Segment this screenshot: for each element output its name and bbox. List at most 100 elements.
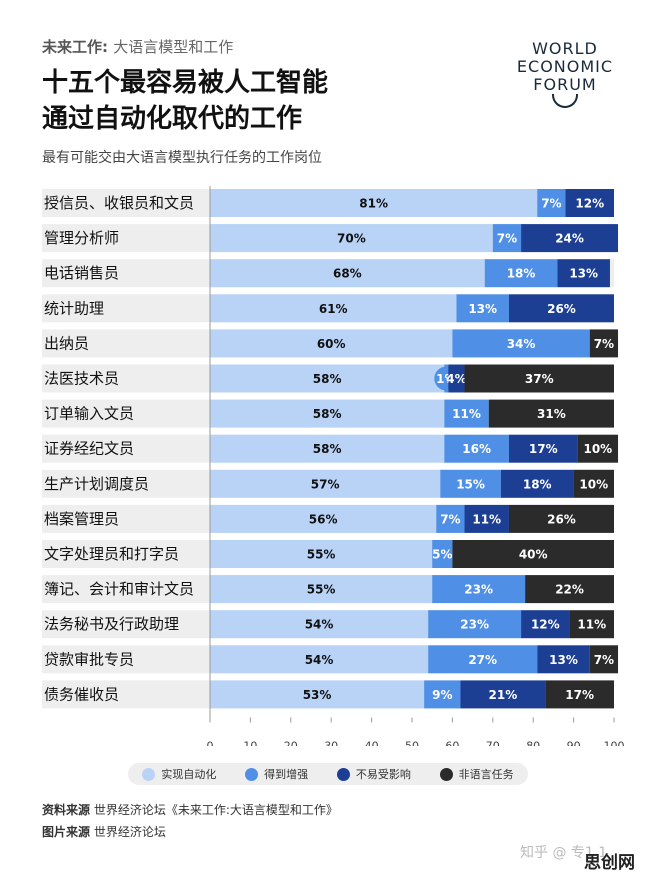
legend-item-non-language: 非语言任务 [439, 766, 514, 782]
page-title: 十五个最容易被人工智能 通过自动化取代的工作 [42, 65, 482, 137]
category-label: 簿记、会计和审计文员 [44, 580, 194, 598]
image-source-label: 图片来源 [42, 825, 91, 839]
legend-item-automation: 实现自动化 [142, 766, 216, 782]
data-label: 58% [313, 372, 342, 386]
bar-segment [436, 504, 465, 533]
image-source-line: 图片来源 世界经济论坛 [42, 821, 338, 843]
bar-segment [210, 399, 445, 428]
bar-segment [537, 189, 566, 217]
data-label: 55% [307, 583, 336, 597]
bar-segment [444, 434, 509, 463]
bar-segment [521, 610, 570, 639]
bar-segment [210, 434, 445, 463]
x-tick-label: 100 [604, 740, 625, 747]
category-label: 授信员、收银员和文员 [44, 194, 194, 212]
data-label: 7% [440, 512, 460, 526]
legend-item-lower-exposure: 不易受影响 [336, 766, 411, 782]
data-label: 16% [462, 442, 491, 456]
data-label: 26% [547, 512, 576, 526]
legend-item-augmentation: 得到增强 [245, 766, 308, 782]
logo-line3-text: FORUM [533, 75, 597, 94]
data-label: 54% [305, 618, 334, 632]
data-label: 7% [541, 197, 561, 211]
bar-segment [210, 259, 485, 288]
x-tick-label: 50 [405, 740, 419, 747]
bar-segment [210, 329, 453, 358]
data-label: 26% [547, 302, 576, 316]
bar-segment [589, 645, 619, 674]
data-label: 58% [313, 442, 342, 456]
bar-segment [440, 469, 501, 498]
series-title: 未来工作: 大语言模型和工作 [42, 36, 482, 57]
data-label: 37% [525, 372, 554, 386]
data-label: 17% [565, 688, 594, 702]
data-label: 13% [569, 267, 598, 281]
category-label: 电话销售员 [44, 264, 119, 282]
logo-line1: WORLD [532, 39, 598, 58]
source-label: 资料来源 [42, 803, 91, 817]
bar-segment [464, 504, 509, 533]
x-tick-label: 60 [445, 740, 459, 747]
category-label: 贷款审批专员 [44, 650, 134, 668]
series-title-label: 未来工作: [42, 38, 108, 56]
legend-swatch-augmentation [245, 767, 259, 781]
bar-segment [488, 399, 614, 428]
bar-segment [448, 364, 465, 393]
category-label: 订单输入文员 [44, 405, 134, 423]
bar-segment [492, 224, 522, 253]
data-label: 11% [452, 407, 481, 421]
bar-segment [210, 645, 429, 674]
x-tick-label: 10 [243, 740, 257, 747]
stacked-bar-chart: 授信员、收银员和文员 81% 7% 12% 管理分析师 70% 7% 24% 电话销售员 68% 1… [42, 186, 625, 747]
x-tick-label: 80 [526, 740, 540, 747]
bar-segment [508, 294, 614, 323]
bar-segment [210, 189, 538, 217]
category-label: 文字处理员和打字员 [44, 545, 179, 563]
data-label: 7% [497, 232, 517, 246]
legend-label-lower-exposure: 不易受影响 [355, 768, 411, 781]
page-title-line1: 十五个最容易被人工智能 [42, 68, 329, 98]
bar-segment [484, 259, 558, 288]
legend-label-augmentation: 得到增强 [264, 768, 309, 781]
data-label: 58% [313, 407, 342, 421]
data-label: 61% [319, 302, 348, 316]
data-label: 9% [432, 688, 452, 702]
data-label: 53% [303, 688, 332, 702]
data-label: 31% [537, 407, 566, 421]
data-label: 13% [468, 302, 497, 316]
data-label: 18% [523, 477, 552, 491]
image-source-text: 世界经济论坛 [93, 825, 166, 839]
bar-segment [210, 680, 425, 709]
legend: 实现自动化 得到增强 不易受影响 非语言任务 [128, 763, 528, 785]
category-label: 档案管理员 [44, 510, 119, 528]
data-label: 5% [432, 548, 452, 562]
data-label: 7% [594, 337, 614, 351]
brand-watermark: 思创网 [584, 853, 635, 873]
data-label: 10% [579, 477, 608, 491]
data-label: 17% [529, 442, 558, 456]
page-subtitle: 最有可能交由大语言模型执行任务的工作岗位 [42, 150, 322, 166]
category-label: 法医技术员 [44, 370, 119, 388]
bar-segment [456, 294, 509, 323]
logo-line3: FORUM [500, 76, 630, 94]
logo-globe-icon [552, 94, 578, 108]
data-label: 68% [333, 267, 362, 281]
bar-segment [444, 399, 489, 428]
bar-segment [452, 540, 614, 568]
bar-segment [210, 469, 441, 498]
x-tick-label: 30 [324, 740, 338, 747]
source-notes: 资料来源 世界经济论坛《未来工作:大语言模型和工作》 图片来源 世界经济论坛 [42, 799, 338, 843]
data-label: 12% [575, 197, 604, 211]
source-text: 世界经济论坛《未来工作:大语言模型和工作》 [93, 803, 338, 817]
x-tick-label: 20 [284, 740, 298, 747]
category-label: 生产计划调度员 [44, 475, 149, 493]
page-title-line2: 通过自动化取代的工作 [42, 104, 303, 134]
category-label: 法务秘书及行政助理 [44, 615, 179, 633]
category-label: 统计助理 [44, 299, 104, 317]
bar-segment [537, 645, 590, 674]
bar-segment [210, 224, 493, 253]
data-label: 13% [549, 653, 578, 667]
bar-segment [464, 364, 614, 393]
data-label: 23% [460, 618, 489, 632]
legend-label-non-language: 非语言任务 [458, 768, 514, 781]
